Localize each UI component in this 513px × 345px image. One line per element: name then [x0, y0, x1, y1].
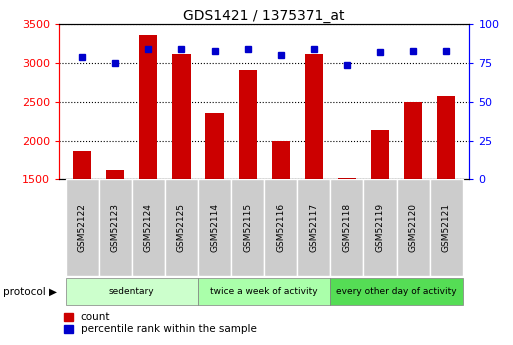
Text: GSM52120: GSM52120: [409, 203, 418, 252]
Bar: [305, 55, 323, 179]
FancyBboxPatch shape: [397, 179, 430, 276]
FancyBboxPatch shape: [364, 179, 397, 276]
FancyBboxPatch shape: [264, 179, 298, 276]
FancyBboxPatch shape: [198, 179, 231, 276]
Bar: [239, 70, 256, 179]
FancyBboxPatch shape: [198, 277, 330, 306]
Text: GSM52117: GSM52117: [309, 203, 319, 252]
Text: GSM52114: GSM52114: [210, 203, 219, 252]
Bar: [338, 178, 356, 179]
Text: protocol ▶: protocol ▶: [3, 287, 56, 296]
Legend: count, percentile rank within the sample: count, percentile rank within the sample: [64, 312, 256, 334]
Text: GSM52116: GSM52116: [276, 203, 285, 252]
FancyBboxPatch shape: [66, 277, 198, 306]
FancyBboxPatch shape: [66, 179, 98, 276]
Bar: [437, 96, 456, 179]
Bar: [404, 102, 422, 179]
Bar: [106, 170, 124, 179]
Bar: [371, 130, 389, 179]
Text: GSM52124: GSM52124: [144, 203, 153, 252]
FancyBboxPatch shape: [298, 179, 330, 276]
Text: GSM52121: GSM52121: [442, 203, 451, 252]
Bar: [172, 55, 190, 179]
FancyBboxPatch shape: [330, 277, 463, 306]
Bar: [205, 113, 224, 179]
Text: sedentary: sedentary: [109, 287, 154, 296]
Text: twice a week of activity: twice a week of activity: [210, 287, 318, 296]
FancyBboxPatch shape: [165, 179, 198, 276]
Bar: [272, 141, 290, 179]
FancyBboxPatch shape: [330, 179, 364, 276]
Text: GSM52115: GSM52115: [243, 203, 252, 252]
Bar: [73, 151, 91, 179]
FancyBboxPatch shape: [132, 179, 165, 276]
FancyBboxPatch shape: [231, 179, 264, 276]
Text: GSM52119: GSM52119: [376, 203, 385, 252]
Text: GSM52125: GSM52125: [177, 203, 186, 252]
Bar: [139, 35, 157, 179]
Title: GDS1421 / 1375371_at: GDS1421 / 1375371_at: [184, 9, 345, 23]
Text: GSM52123: GSM52123: [111, 203, 120, 252]
Text: GSM52118: GSM52118: [343, 203, 351, 252]
Text: every other day of activity: every other day of activity: [336, 287, 457, 296]
Text: GSM52122: GSM52122: [77, 203, 87, 252]
FancyBboxPatch shape: [430, 179, 463, 276]
FancyBboxPatch shape: [98, 179, 132, 276]
